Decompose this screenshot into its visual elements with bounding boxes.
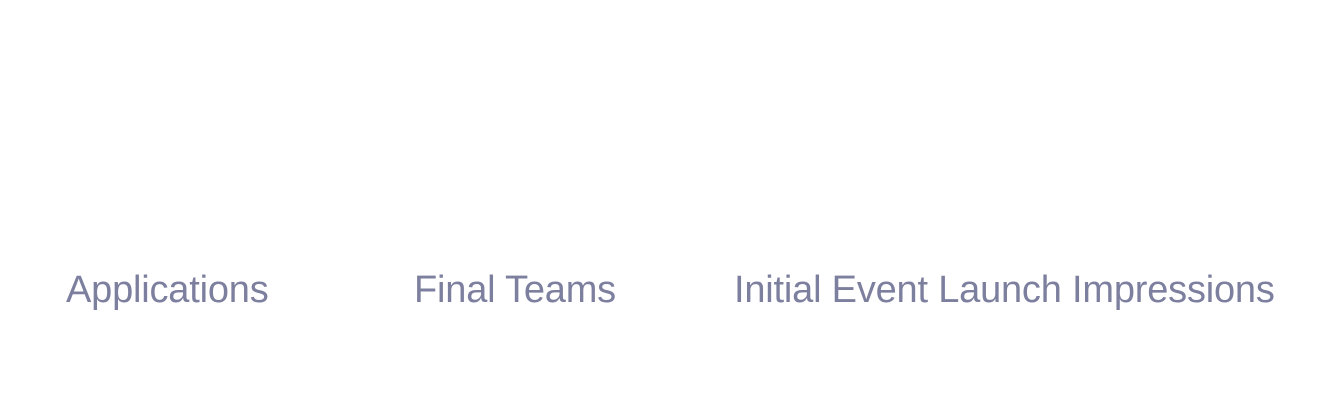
stat-label-initial-event-launch-impressions: Initial Event Launch Impressions (734, 269, 1275, 311)
stat-label-applications: Applications (66, 269, 269, 311)
stat-label-final-teams: Final Teams (414, 269, 616, 311)
